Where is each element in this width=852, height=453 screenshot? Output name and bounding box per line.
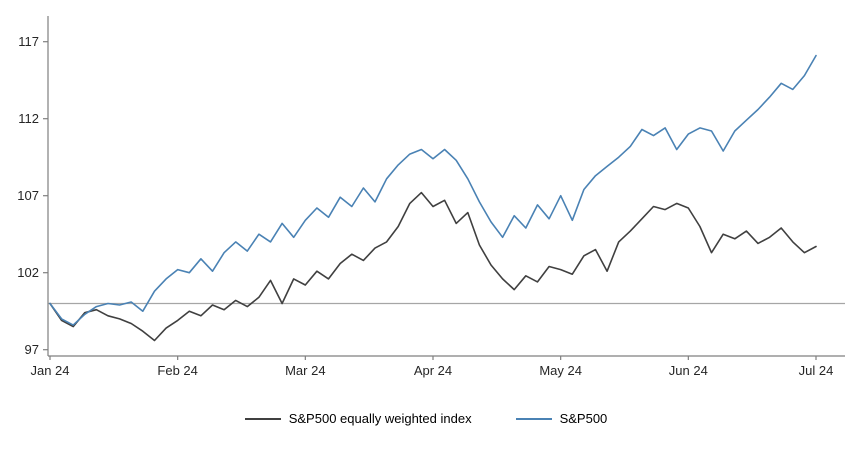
y-tick-label: 107 — [17, 188, 39, 203]
x-tick-label: Jan 24 — [30, 363, 69, 378]
x-tick-label: Feb 24 — [157, 363, 197, 378]
legend-line-swatch-equal-weighted — [244, 417, 281, 420]
y-tick-label: 97 — [25, 342, 39, 357]
legend-item-equal-weighted: S&P500 equally weighted index — [244, 411, 472, 426]
chart-legend: S&P500 equally weighted index S&P500 — [0, 411, 852, 426]
y-tick-label: 112 — [18, 111, 39, 126]
x-tick-label: Jun 24 — [669, 363, 708, 378]
x-tick-label: Jul 24 — [799, 363, 834, 378]
legend-item-sp500: S&P500 — [515, 411, 608, 426]
legend-line-swatch-sp500 — [515, 417, 552, 420]
series-line-1 — [49, 54, 817, 326]
x-tick-label: May 24 — [539, 363, 582, 378]
legend-label: S&P500 — [559, 411, 608, 426]
x-tick-label: Apr 24 — [414, 363, 452, 378]
legend-label: S&P500 equally weighted index — [288, 411, 472, 426]
series-line-0 — [49, 191, 817, 342]
y-tick-label: 117 — [18, 34, 39, 49]
y-tick-label: 102 — [17, 265, 39, 280]
x-tick-label: Mar 24 — [285, 363, 325, 378]
